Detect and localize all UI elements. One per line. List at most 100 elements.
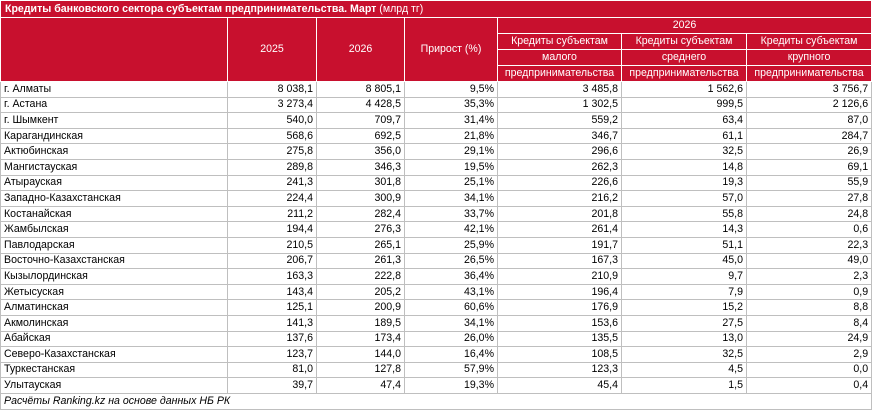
value-cell: 61,1	[621, 127, 747, 145]
value-cell: 262,3	[497, 158, 622, 176]
header-row-1: 2025 2026 Прирост (%) 2026	[0, 17, 872, 82]
value-cell: 22,3	[745, 236, 872, 254]
title-row: Кредиты банковского сектора субъектам пр…	[0, 0, 872, 18]
value-cell: 55,8	[621, 205, 747, 223]
value-cell: 143,4	[227, 283, 317, 301]
table-row: Павлодарская 210,5 265,1 25,9% 191,7 51,1 22,3	[0, 236, 872, 254]
table-row: Восточно-Казахстанская 206,7 261,3 26,5% 167…	[0, 252, 872, 270]
value-cell: 210,5	[227, 236, 317, 254]
value-cell: 3 756,7	[745, 81, 872, 98]
region-cell: Павлодарская	[0, 236, 228, 254]
value-cell: 2 126,6	[745, 96, 872, 114]
value-cell: 206,7	[227, 252, 317, 270]
table-row: Улытауская 39,7 47,4 19,3% 45,4 1,5 0,4	[0, 377, 872, 394]
value-cell: 34,1%	[404, 190, 498, 207]
value-cell: 4 428,5	[316, 96, 405, 114]
value-cell: 14,8	[621, 158, 747, 176]
value-cell: 4,5	[621, 361, 747, 379]
table-row: Западно-Казахстанская 224,4 300,9 34,1% 216,…	[0, 190, 872, 207]
region-cell: Западно-Казахстанская	[0, 190, 228, 207]
value-cell: 42,1%	[404, 221, 498, 238]
value-cell: 43,1%	[404, 283, 498, 301]
value-cell: 60,6%	[404, 299, 498, 316]
value-cell: 999,5	[621, 96, 747, 114]
footer-row: Расчёты Ranking.kz на основе данных НБ Р…	[0, 392, 872, 410]
value-cell: 346,3	[316, 158, 405, 176]
table-row: Кызылординская 163,3 222,8 36,4% 210,9 9,7 2,3	[0, 268, 872, 285]
value-cell: 27,5	[621, 314, 747, 332]
value-cell: 14,3	[621, 221, 747, 238]
value-cell: 216,2	[497, 190, 622, 207]
value-cell: 26,0%	[404, 330, 498, 348]
value-cell: 276,3	[316, 221, 405, 238]
value-cell: 241,3	[227, 174, 317, 192]
region-cell: Кызылординская	[0, 268, 228, 285]
table-row: г. Астана 3 273,4 4 428,5 35,3% 1 302,5 999,5…	[0, 96, 872, 114]
value-cell: 261,3	[316, 252, 405, 270]
region-cell: Абайская	[0, 330, 228, 348]
value-cell: 31,4%	[404, 112, 498, 129]
value-cell: 26,9	[745, 143, 872, 160]
value-cell: 137,6	[227, 330, 317, 348]
value-cell: 13,0	[621, 330, 747, 348]
value-cell: 16,4%	[404, 346, 498, 363]
value-cell: 141,3	[227, 314, 317, 332]
header-medium-l1: Кредиты субъектам	[621, 33, 747, 50]
value-cell: 81,0	[227, 361, 317, 379]
header-large-l3: предпринимательства	[745, 65, 872, 82]
region-cell: Атырауская	[0, 174, 228, 192]
value-cell: 7,9	[621, 283, 747, 301]
value-cell: 87,0	[745, 112, 872, 129]
value-cell: 265,1	[316, 236, 405, 254]
header-2026: 2026	[316, 17, 405, 82]
table-row: Жетысуская 143,4 205,2 43,1% 196,4 7,9 0,9	[0, 283, 872, 301]
region-cell: Актюбинская	[0, 143, 228, 160]
header-group-year: 2026	[496, 17, 872, 34]
value-cell: 2,3	[745, 268, 872, 285]
value-cell: 224,4	[227, 190, 317, 207]
value-cell: 27,8	[745, 190, 872, 207]
region-cell: Туркестанская	[0, 361, 228, 379]
header-large-l2: крупного	[745, 49, 872, 66]
value-cell: 210,9	[497, 268, 622, 285]
value-cell: 200,9	[316, 299, 405, 316]
header-region	[0, 17, 228, 82]
value-cell: 51,1	[621, 236, 747, 254]
value-cell: 356,0	[316, 143, 405, 160]
value-cell: 57,0	[621, 190, 747, 207]
value-cell: 34,1%	[404, 314, 498, 332]
value-cell: 8,4	[745, 314, 872, 332]
region-cell: Карагандинская	[0, 127, 228, 145]
value-cell: 24,9	[745, 330, 872, 348]
region-cell: Северо-Казахстанская	[0, 346, 228, 363]
value-cell: 25,9%	[404, 236, 498, 254]
value-cell: 19,5%	[404, 158, 498, 176]
value-cell: 26,5%	[404, 252, 498, 270]
value-cell: 24,8	[745, 205, 872, 223]
value-cell: 709,7	[316, 112, 405, 129]
value-cell: 29,1%	[404, 143, 498, 160]
header-growth: Прирост (%)	[404, 17, 498, 82]
value-cell: 226,6	[497, 174, 622, 192]
value-cell: 211,2	[227, 205, 317, 223]
value-cell: 45,4	[497, 377, 622, 394]
value-cell: 47,4	[316, 377, 405, 394]
value-cell: 540,0	[227, 112, 317, 129]
value-cell: 33,7%	[404, 205, 498, 223]
value-cell: 57,9%	[404, 361, 498, 379]
value-cell: 196,4	[497, 283, 622, 301]
value-cell: 8 038,1	[227, 81, 317, 98]
value-cell: 300,9	[316, 190, 405, 207]
region-cell: г. Шымкент	[0, 112, 228, 129]
header-medium-l3: предпринимательства	[621, 65, 747, 82]
value-cell: 201,8	[497, 205, 622, 223]
table-row: г. Алматы 8 038,1 8 805,1 9,5% 3 485,8 1 562,…	[0, 81, 872, 98]
value-cell: 284,7	[745, 127, 872, 145]
region-cell: Алматинская	[0, 299, 228, 316]
header-small-l1: Кредиты субъектам	[497, 33, 622, 50]
value-cell: 135,5	[497, 330, 622, 348]
table-row: Карагандинская 568,6 692,5 21,8% 346,7 61,1 28…	[0, 127, 872, 145]
credit-table: Кредиты банковского сектора субъектам пр…	[0, 0, 872, 410]
value-cell: 568,6	[227, 127, 317, 145]
table-row: г. Шымкент 540,0 709,7 31,4% 559,2 63,4 87,0	[0, 112, 872, 129]
